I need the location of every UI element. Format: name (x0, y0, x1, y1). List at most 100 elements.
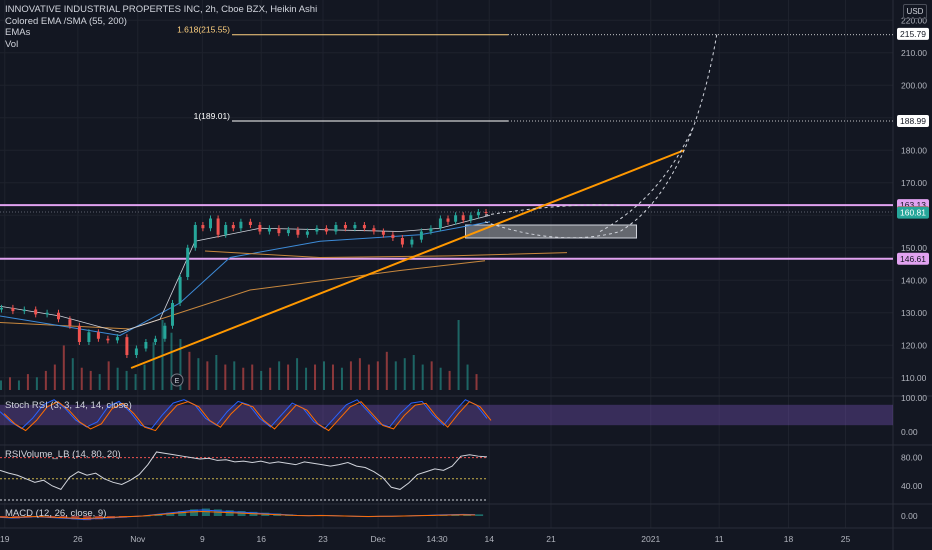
macd-histogram-bar (201, 508, 210, 516)
macd-histogram-bar (475, 514, 484, 516)
candle-body (267, 228, 271, 232)
price-axis-tag-label: 160.81 (900, 208, 926, 218)
indicator-emas-label[interactable]: EMAs (5, 27, 31, 38)
volume-bar (287, 364, 290, 390)
volume-bar (233, 361, 236, 390)
volume-bar (188, 351, 191, 390)
candle-body (96, 332, 100, 339)
candle-body (216, 218, 220, 235)
candle-body (334, 225, 338, 232)
candle-body (193, 225, 197, 248)
volume-bar (107, 361, 110, 390)
volume-bar (0, 380, 2, 390)
volume-bar (296, 358, 299, 390)
chart-legend: INNOVATIVE INDUSTRIAL PROPERTES INC, 2h,… (5, 4, 317, 50)
candle-body (22, 309, 26, 312)
price-axis-tag (897, 115, 929, 128)
candle-body (0, 307, 3, 310)
candle-body (231, 225, 235, 229)
chart-title: INNOVATIVE INDUSTRIAL PROPERTES INC, 2h,… (5, 4, 318, 15)
macd-label[interactable]: MACD (12, 26, close, 9) (5, 508, 107, 519)
y-tick-label: 180.00 (901, 145, 927, 155)
indicator-vol-label[interactable]: Vol (5, 38, 19, 50)
volume-bar (305, 367, 308, 390)
volume-bar (251, 364, 254, 390)
volume-bar (331, 364, 334, 390)
candle-body (258, 225, 262, 232)
candle-body (296, 229, 300, 235)
candle-body (201, 225, 205, 229)
volume-bar (278, 361, 281, 390)
y-tick-label: 210.00 (901, 48, 927, 58)
volume-bar (206, 361, 209, 390)
x-tick-label: Dec (371, 534, 387, 544)
candle-body (429, 228, 433, 232)
volume-bar (71, 358, 74, 390)
y-tick-label: 220.00 (901, 15, 927, 25)
sma-200-line (0, 260, 486, 330)
candle-body (343, 225, 347, 229)
volume-bar (80, 367, 83, 390)
y-tick-label: 130.00 (901, 308, 927, 318)
volume-bar (17, 380, 20, 390)
x-tick-label: 16 (257, 534, 267, 544)
volume-bar (367, 364, 370, 390)
y-tick-label: 150.00 (901, 243, 927, 253)
candle-body (362, 225, 366, 229)
candle-body (286, 229, 290, 234)
projection-flat (484, 204, 621, 216)
volume-bar (421, 364, 424, 390)
x-tick-label: 14:30 (426, 534, 448, 544)
candle-body (11, 307, 15, 312)
volume-bar (260, 370, 263, 390)
macd-signal-line (0, 510, 476, 520)
volume-bar (242, 367, 245, 390)
volume-bar (44, 370, 47, 390)
candle-body (372, 228, 376, 232)
indicator-ema-sma-label[interactable]: Colored EMA /SMA (55, 200) (5, 15, 127, 27)
x-tick-label: 9 (200, 534, 205, 544)
currency-label[interactable]: USD (903, 4, 927, 19)
candle-body (153, 338, 157, 342)
candle-body (484, 212, 488, 213)
y-tick-label: 140.00 (901, 275, 927, 285)
volume-bar (430, 361, 433, 390)
candle-body (68, 319, 72, 326)
x-tick-label: 18 (784, 534, 794, 544)
candle-body (87, 332, 91, 342)
macd-histogram-bar (190, 509, 199, 516)
candle-body (186, 247, 190, 277)
volume-bar (466, 364, 469, 390)
candle-body (248, 221, 252, 225)
candle-body (454, 215, 458, 222)
price-zone-rectangle (465, 224, 637, 239)
candle-body (115, 337, 119, 341)
macd-histogram-bar (154, 514, 163, 516)
candle-body (315, 228, 319, 232)
price-axis-tag (897, 206, 929, 219)
projection-curve-lower (599, 127, 694, 232)
volume-bar (197, 358, 200, 390)
volume-bar (224, 364, 227, 390)
candle-body (171, 303, 174, 326)
rsi-y-tick: 80.00 (901, 453, 923, 463)
volume-bar (143, 364, 146, 390)
candle-body (353, 225, 357, 229)
volume-bar (35, 377, 38, 390)
volume-bar (125, 370, 128, 390)
stoch-band (0, 404, 893, 426)
macd-histogram-bar (178, 511, 187, 516)
stoch-y-tick: 100.00 (901, 393, 927, 403)
y-tick-label: 170.00 (901, 178, 927, 188)
price-axis-tag-label: 215.79 (900, 29, 926, 39)
rsi-volume-label[interactable]: RSIVolume_LB (14, 80, 20) (5, 449, 121, 460)
macd-histogram-bar (166, 512, 175, 516)
volume-bar (116, 367, 119, 390)
y-tick-label: 120.00 (901, 340, 927, 350)
price-axis-tag (897, 27, 929, 40)
macd-histogram-bar (142, 516, 151, 517)
x-tick-label: 14 (485, 534, 495, 544)
stoch-rsi-label[interactable]: Stoch RSI (3, 3, 14, 14, close) (5, 400, 132, 411)
volume-bar (412, 355, 415, 390)
